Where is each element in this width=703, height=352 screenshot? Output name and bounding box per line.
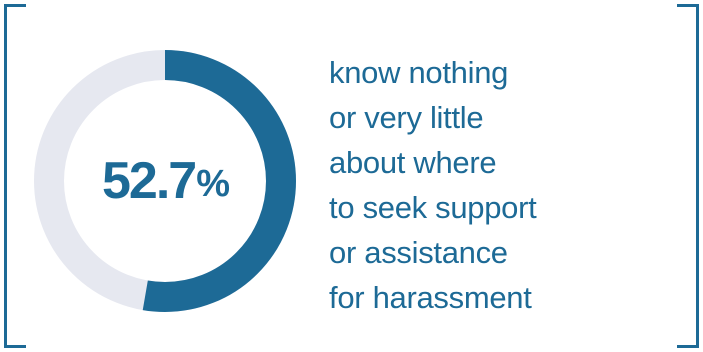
caption-line: or assistance <box>329 235 508 270</box>
caption-line: or very little <box>329 100 484 135</box>
left-bracket <box>4 4 26 348</box>
caption-line: to seek support <box>329 190 537 225</box>
caption: know nothing or very little about where … <box>329 50 629 320</box>
caption-line: for harassment <box>329 280 532 315</box>
donut-chart: 52.7% <box>32 48 298 314</box>
donut-svg <box>34 50 296 312</box>
percent-sign: % <box>196 163 230 205</box>
right-bracket <box>677 4 699 348</box>
caption-line: know nothing <box>329 55 509 90</box>
donut-center-label: 52.7% <box>32 48 298 314</box>
caption-line: about where <box>329 145 497 180</box>
donut-value-arc <box>34 50 296 312</box>
percent-value: 52.7 <box>101 152 197 210</box>
